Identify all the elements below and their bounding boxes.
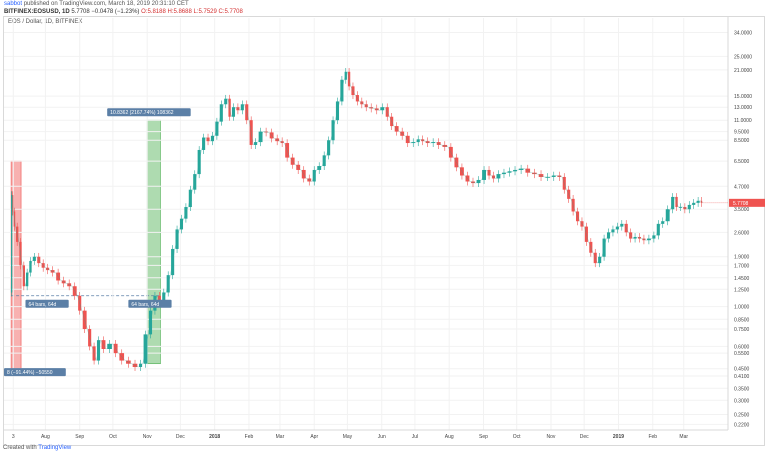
price-tick-label: 0.3000 xyxy=(734,398,750,404)
time-tick-label: 2019 xyxy=(613,434,624,440)
bars-label-left: 64 bars, 64d xyxy=(25,299,69,308)
time-tick-label: Oct xyxy=(513,434,521,440)
symbol-name: BITFINEX:EOSUSD, 1D xyxy=(4,9,70,15)
time-tick-label: Feb xyxy=(648,434,657,440)
publish-header: sabbot published on TradingView.com, Mar… xyxy=(4,0,189,8)
symbol-line: BITFINEX:EOSUSD, 1D 5.7708 −0.0478 (−1.2… xyxy=(4,8,243,16)
green-range-label-text: 10.8362 (2167.74%) 108362 xyxy=(110,110,174,116)
footer: Created with TradingView xyxy=(3,445,71,451)
price-tick-label: 1.0000 xyxy=(734,305,750,311)
price-tick-label: 34.0000 xyxy=(734,30,752,36)
price-tick-label: 0.6000 xyxy=(734,344,750,350)
time-tick-label: Sep xyxy=(75,434,84,440)
price-tick-label: 15.0000 xyxy=(734,94,752,100)
time-tick-label: Apr xyxy=(310,434,318,440)
price-tick-label: 6.5000 xyxy=(734,159,750,165)
price-tick-label: 0.7500 xyxy=(734,327,750,333)
grid xyxy=(4,18,728,430)
last-price-tag: 5.7708 xyxy=(729,198,765,207)
red-range-label-text: 8 (−91.44%) −50550 xyxy=(7,370,53,376)
price-tick-label: 8.5000 xyxy=(734,138,750,144)
price-tick-label: 0.4500 xyxy=(734,367,750,373)
green-range-label: 10.8362 (2167.74%) 108362 xyxy=(107,108,191,117)
author-link[interactable]: sabbot xyxy=(4,1,23,7)
price-tick-label: 9.5000 xyxy=(734,130,750,136)
time-tick-label: Feb xyxy=(245,434,254,440)
price-tick-label: 0.5500 xyxy=(734,351,750,357)
time-tick-label: Nov xyxy=(547,434,556,440)
chart-frame xyxy=(3,16,765,446)
time-tick-label: Mar xyxy=(679,434,688,440)
price-change: −0.0478 (−1.23%) xyxy=(91,9,140,15)
red-range-label-bg xyxy=(4,368,66,377)
price-axis: 34.0000 25.0000 21.0000 15.0000 13.0000 11.00… xyxy=(734,30,752,428)
time-tick-label: Oct xyxy=(109,434,117,440)
time-tick-label: Jul xyxy=(412,434,418,440)
time-tick-label: Jun xyxy=(378,434,386,440)
price-tick-label: 2.6000 xyxy=(734,230,750,236)
last-price: 5.7708 xyxy=(71,9,90,15)
footer-text: Created with xyxy=(3,445,37,451)
price-tick-label: 13.0000 xyxy=(734,105,752,111)
candle-body xyxy=(678,207,682,208)
price-tick-label: 1.4500 xyxy=(734,276,750,282)
time-tick-label: Sep xyxy=(479,434,488,440)
price-tick-label: 1.2500 xyxy=(734,287,750,293)
candle-body xyxy=(545,176,550,178)
time-tick-label: Dec xyxy=(176,434,185,440)
price-tick-label: 0.8500 xyxy=(734,317,750,323)
time-tick-label: 2018 xyxy=(209,434,220,440)
price-tick-label: 0.4100 xyxy=(734,374,750,380)
price-tick-label: 0.2200 xyxy=(734,422,750,428)
time-tick-label: Aug xyxy=(445,434,454,440)
price-tick-label: 4.7000 xyxy=(734,184,750,190)
red-range-label: 8 (−91.44%) −50550 xyxy=(4,368,66,377)
annotations: 10.8362 (2167.74%) 108362 64 bars, 64d 64 … xyxy=(4,108,765,377)
price-tick-label: 11.0000 xyxy=(734,118,752,124)
bars-label-left-bg xyxy=(25,299,69,308)
bars-label-right-bg xyxy=(128,299,172,308)
ohlc-values: O:5.8188 H:5.8688 L:5.7529 C:5.7708 xyxy=(141,9,243,15)
time-tick-label: Nov xyxy=(143,434,152,440)
price-tick-label: 25.0000 xyxy=(734,54,752,60)
range-zones xyxy=(10,119,161,370)
price-tick-label: 0.3500 xyxy=(734,386,750,392)
price-tick-label: 1.7000 xyxy=(734,263,750,269)
publish-info: published on TradingView.com, March 18, … xyxy=(23,1,189,7)
price-tick-label: 21.0000 xyxy=(734,68,752,74)
green-range-label-bg xyxy=(107,108,191,117)
time-tick-label: May xyxy=(343,434,353,440)
price-tick-label: 0.2500 xyxy=(734,412,750,418)
close-line xyxy=(10,70,703,368)
last-price-tag-bg xyxy=(729,198,765,207)
price-tick-label: 1.9000 xyxy=(734,255,750,261)
time-tick-label: Aug xyxy=(41,434,50,440)
price-tick-label: 3.5000 xyxy=(734,207,750,213)
bars-label-right-text: 64 bars, 64d xyxy=(131,302,159,308)
time-axis: 3 Aug Sep Oct Nov Dec 2018 Feb Mar Apr May Jun Jul Au… xyxy=(12,434,688,440)
time-tick-label: 3 xyxy=(12,434,15,440)
bars-label-right: 64 bars, 64d xyxy=(128,299,172,308)
time-tick-label: Dec xyxy=(580,434,589,440)
tradingview-logo[interactable]: TradingView xyxy=(38,445,72,451)
bars-label-left-text: 64 bars, 64d xyxy=(28,302,56,308)
time-tick-label: Mar xyxy=(276,434,285,440)
last-price-tag-text: 5.7708 xyxy=(733,201,749,207)
price-series xyxy=(10,67,703,372)
